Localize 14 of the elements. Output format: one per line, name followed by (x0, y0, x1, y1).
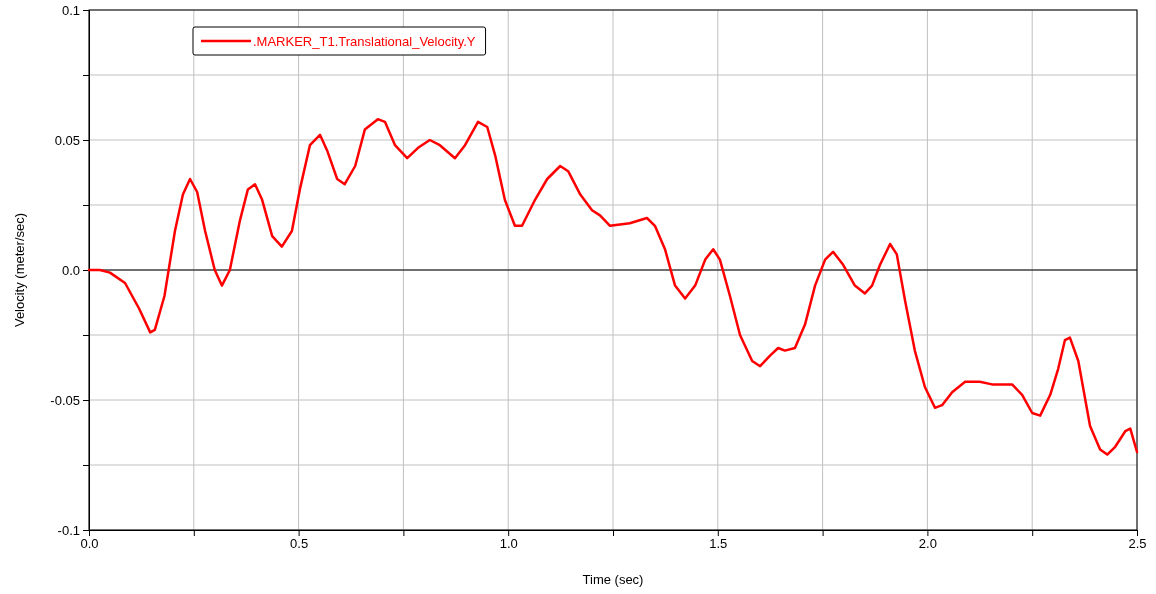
x-tick-label: 2.0 (918, 536, 937, 552)
x-tick-label: 0.0 (80, 536, 99, 552)
y-tick-label: 0.1 (61, 2, 80, 18)
x-tick-label: 0.5 (290, 536, 309, 552)
y-tick-label: 0.05 (54, 132, 80, 148)
x-tick-label: 1.0 (499, 536, 518, 552)
x-tick-label: 2.5 (1128, 536, 1147, 552)
y-tick-label: 0.0 (61, 262, 80, 278)
y-tick-label: -0.1 (57, 522, 80, 538)
y-axis-title: Velocity (meter/sec) (12, 212, 27, 328)
x-tick-label: 1.5 (709, 536, 728, 552)
x-axis-title: Time (sec) (582, 572, 644, 587)
legend-label: .MARKER_T1.Translational_Velocity.Y (253, 34, 476, 49)
y-tick-label: -0.05 (50, 392, 80, 408)
